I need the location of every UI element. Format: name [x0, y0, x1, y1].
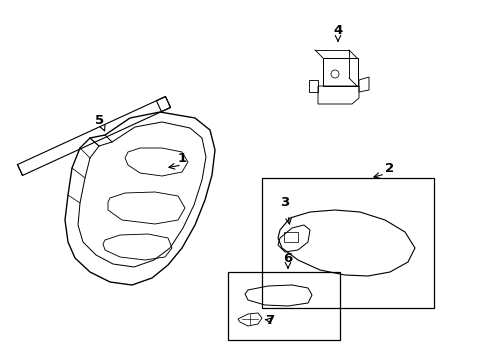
- Bar: [227, 272, 339, 340]
- Text: 1: 1: [177, 152, 186, 165]
- Text: 3: 3: [280, 195, 289, 208]
- Text: 7: 7: [265, 314, 274, 327]
- Bar: [323, 58, 357, 86]
- Bar: [262, 178, 433, 308]
- Text: 4: 4: [333, 23, 342, 36]
- Bar: [284, 232, 297, 242]
- Text: 5: 5: [95, 113, 104, 126]
- Text: 2: 2: [385, 162, 394, 175]
- Text: 6: 6: [283, 252, 292, 265]
